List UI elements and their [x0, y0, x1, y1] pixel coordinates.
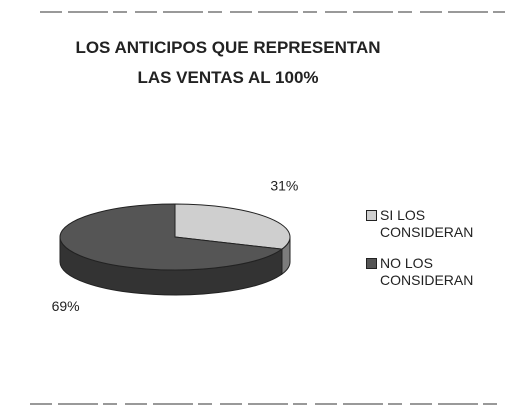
pie-top: [174, 203, 291, 250]
data-label: 31%: [270, 177, 298, 193]
chart-title: LOS ANTICIPOS QUE REPRESENTAN LAS VENTAS…: [75, 38, 381, 87]
pie-slice: [59, 203, 284, 296]
legend-item: NO LOS CONSIDERAN: [366, 255, 513, 289]
legend-swatch: [366, 210, 377, 221]
legend-swatch: [366, 258, 377, 269]
data-label: 69%: [52, 298, 80, 314]
legend-item: SI LOS CONSIDERAN: [366, 207, 513, 241]
legend-label: NO LOS CONSIDERAN: [380, 255, 474, 288]
scan-border: [30, 11, 505, 405]
pie-top: [59, 203, 284, 271]
legend-label: SI LOS CONSIDERAN: [380, 207, 474, 240]
pie-slice: [174, 203, 291, 276]
